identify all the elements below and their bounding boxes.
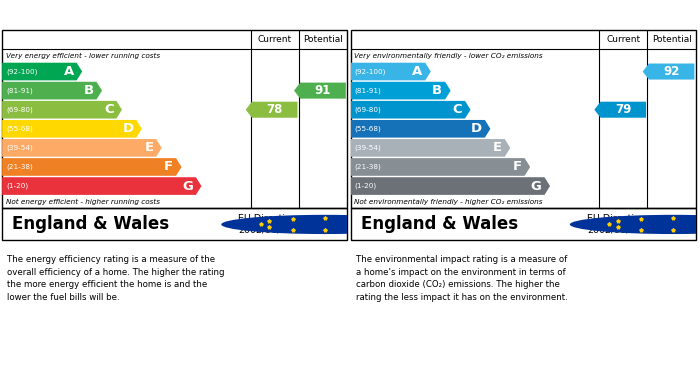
Polygon shape — [2, 158, 181, 176]
Text: EU Directive
2002/91/EC: EU Directive 2002/91/EC — [587, 214, 645, 235]
Text: B: B — [432, 84, 442, 97]
Circle shape — [570, 215, 700, 234]
Text: (1-20): (1-20) — [6, 183, 29, 189]
Text: G: G — [182, 179, 193, 192]
Polygon shape — [351, 139, 510, 157]
Polygon shape — [294, 83, 346, 99]
Polygon shape — [594, 102, 646, 118]
Text: Not environmentally friendly - higher CO₂ emissions: Not environmentally friendly - higher CO… — [354, 199, 542, 205]
Polygon shape — [351, 63, 430, 81]
Text: 78: 78 — [267, 103, 283, 116]
Text: England & Wales: England & Wales — [361, 215, 518, 233]
Polygon shape — [351, 120, 491, 138]
Circle shape — [221, 215, 428, 234]
Text: D: D — [122, 122, 134, 135]
Text: 79: 79 — [615, 103, 631, 116]
Text: (81-91): (81-91) — [355, 87, 382, 94]
Text: (21-38): (21-38) — [6, 164, 33, 170]
Text: 92: 92 — [664, 65, 680, 78]
Text: Current: Current — [258, 35, 292, 44]
Text: (81-91): (81-91) — [6, 87, 33, 94]
Text: (21-38): (21-38) — [355, 164, 382, 170]
Polygon shape — [2, 101, 122, 118]
Polygon shape — [351, 82, 451, 99]
Polygon shape — [2, 63, 82, 81]
Text: C: C — [453, 103, 462, 116]
Text: (92-100): (92-100) — [6, 68, 38, 75]
Text: E: E — [144, 142, 153, 154]
Text: F: F — [164, 160, 174, 174]
Text: Very energy efficient - lower running costs: Very energy efficient - lower running co… — [6, 52, 160, 59]
Text: F: F — [512, 160, 522, 174]
Text: EU Directive
2002/91/EC: EU Directive 2002/91/EC — [239, 214, 297, 235]
Text: C: C — [104, 103, 113, 116]
Text: (69-80): (69-80) — [6, 106, 33, 113]
Polygon shape — [643, 63, 694, 79]
Polygon shape — [2, 120, 142, 138]
Polygon shape — [2, 177, 202, 195]
Text: Potential: Potential — [652, 35, 692, 44]
Text: (92-100): (92-100) — [355, 68, 386, 75]
Text: (1-20): (1-20) — [355, 183, 377, 189]
Text: B: B — [83, 84, 94, 97]
Text: 91: 91 — [315, 84, 331, 97]
Text: D: D — [471, 122, 482, 135]
Polygon shape — [246, 102, 298, 118]
Polygon shape — [351, 158, 530, 176]
Text: Energy Efficiency Rating: Energy Efficiency Rating — [7, 11, 190, 24]
Text: Not energy efficient - higher running costs: Not energy efficient - higher running co… — [6, 199, 160, 205]
Text: (39-54): (39-54) — [6, 145, 33, 151]
Text: Potential: Potential — [303, 35, 343, 44]
Text: The environmental impact rating is a measure of
a home's impact on the environme: The environmental impact rating is a mea… — [356, 255, 568, 301]
Text: England & Wales: England & Wales — [13, 215, 169, 233]
Text: (55-68): (55-68) — [355, 126, 382, 132]
Text: A: A — [64, 65, 74, 78]
Text: E: E — [493, 142, 502, 154]
Text: The energy efficiency rating is a measure of the
overall efficiency of a home. T: The energy efficiency rating is a measur… — [7, 255, 225, 301]
Text: Current: Current — [606, 35, 641, 44]
Polygon shape — [351, 101, 470, 118]
Polygon shape — [2, 82, 102, 99]
Text: A: A — [412, 65, 423, 78]
Polygon shape — [2, 139, 162, 157]
Text: Very environmentally friendly - lower CO₂ emissions: Very environmentally friendly - lower CO… — [354, 52, 542, 59]
Polygon shape — [351, 177, 550, 195]
Text: G: G — [531, 179, 542, 192]
Text: (69-80): (69-80) — [355, 106, 382, 113]
Text: (39-54): (39-54) — [355, 145, 382, 151]
Text: Environmental Impact (CO₂) Rating: Environmental Impact (CO₂) Rating — [356, 11, 618, 24]
Text: (55-68): (55-68) — [6, 126, 33, 132]
